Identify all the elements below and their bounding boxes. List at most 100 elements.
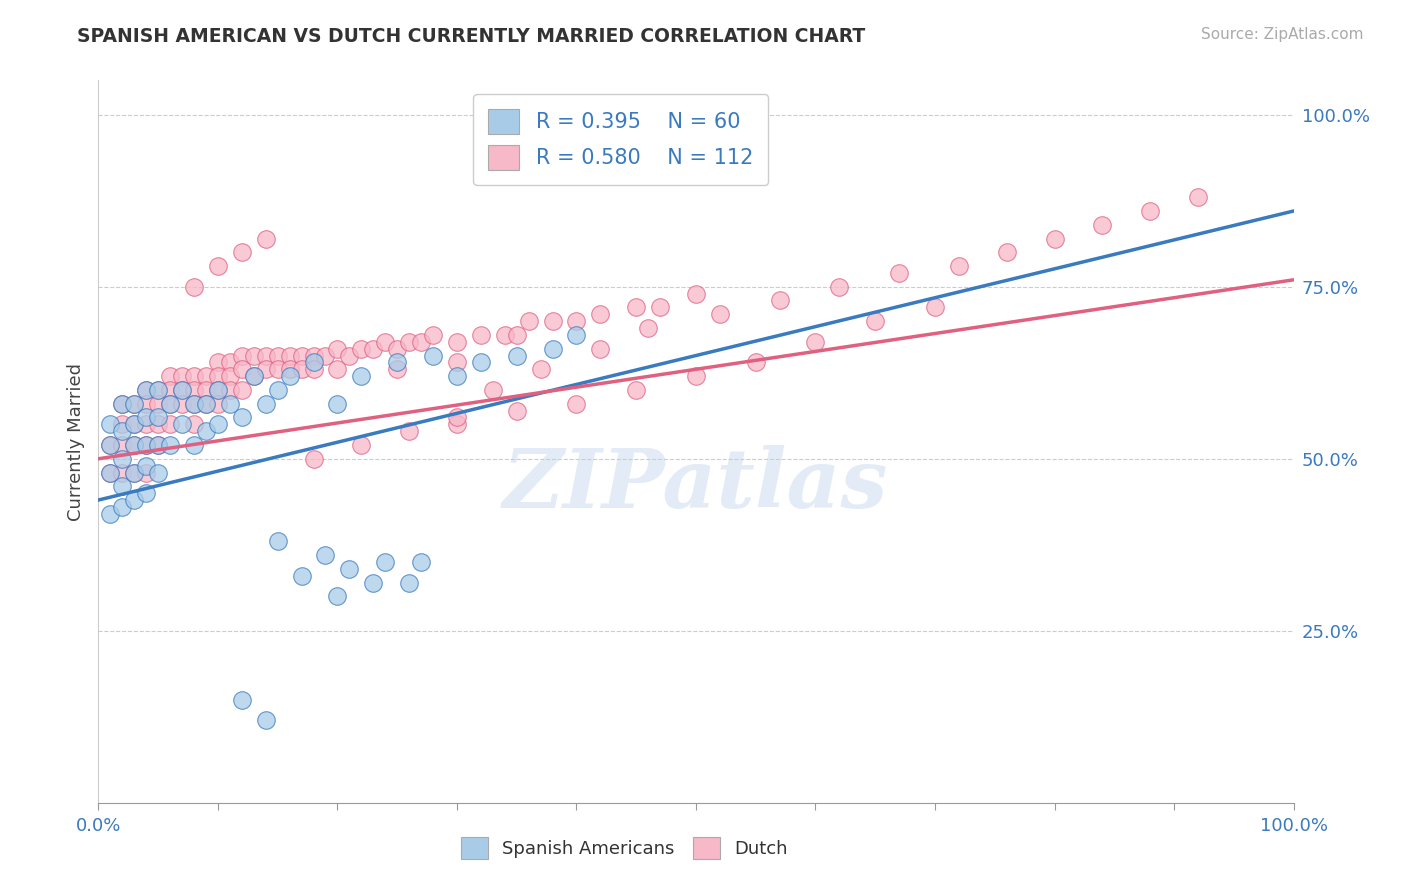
Point — [219, 355, 242, 369]
Point — [148, 410, 170, 425]
Point — [231, 692, 253, 706]
Point — [207, 259, 229, 273]
Point — [98, 507, 122, 521]
Point — [470, 327, 492, 342]
Point — [207, 383, 229, 397]
Point — [159, 397, 181, 411]
Point — [685, 286, 707, 301]
Point — [385, 342, 409, 356]
Point — [135, 458, 157, 473]
Text: Source: ZipAtlas.com: Source: ZipAtlas.com — [1201, 27, 1364, 42]
Point — [385, 362, 409, 376]
Point — [1091, 218, 1114, 232]
Point — [183, 397, 205, 411]
Point — [183, 417, 205, 432]
Point — [278, 349, 301, 363]
Point — [243, 369, 266, 384]
Point — [339, 349, 361, 363]
Point — [195, 397, 218, 411]
Point — [219, 369, 242, 384]
Point — [98, 438, 122, 452]
Point — [398, 424, 420, 438]
Point — [219, 397, 242, 411]
Point — [219, 383, 242, 397]
Point — [494, 327, 516, 342]
Point — [124, 466, 146, 480]
Point — [159, 417, 181, 432]
Point — [172, 397, 194, 411]
Point — [124, 397, 146, 411]
Point — [481, 383, 505, 397]
Point — [446, 417, 468, 432]
Point — [541, 314, 564, 328]
Point — [124, 417, 146, 432]
Point — [111, 424, 134, 438]
Point — [637, 321, 659, 335]
Text: ZIPatlas: ZIPatlas — [503, 445, 889, 524]
Point — [267, 349, 290, 363]
Point — [995, 245, 1018, 260]
Point — [315, 548, 337, 562]
Point — [124, 493, 146, 508]
Point — [626, 301, 648, 315]
Point — [98, 438, 122, 452]
Point — [148, 397, 170, 411]
Point — [709, 307, 731, 321]
Point — [195, 424, 218, 438]
Point — [124, 438, 146, 452]
Point — [768, 293, 790, 308]
Point — [148, 417, 170, 432]
Point — [648, 301, 672, 315]
Point — [565, 314, 588, 328]
Point — [111, 397, 134, 411]
Point — [231, 383, 253, 397]
Point — [326, 342, 349, 356]
Point — [745, 355, 768, 369]
Point — [530, 362, 553, 376]
Y-axis label: Currently Married: Currently Married — [66, 362, 84, 521]
Point — [506, 403, 529, 417]
Point — [98, 466, 122, 480]
Point — [278, 369, 301, 384]
Point — [411, 555, 433, 569]
Point — [339, 562, 361, 576]
Point — [1139, 204, 1161, 219]
Point — [506, 327, 529, 342]
Point — [291, 362, 314, 376]
Point — [254, 231, 277, 245]
Point — [1187, 190, 1209, 204]
Point — [374, 334, 396, 349]
Point — [183, 383, 205, 397]
Point — [363, 575, 385, 590]
Point — [135, 397, 157, 411]
Point — [267, 383, 290, 397]
Point — [183, 438, 205, 452]
Point — [398, 334, 420, 349]
Point — [135, 383, 157, 397]
Point — [422, 349, 444, 363]
Point — [111, 438, 134, 452]
Point — [135, 486, 157, 500]
Point — [195, 369, 218, 384]
Point — [267, 362, 290, 376]
Point — [302, 349, 325, 363]
Point — [398, 575, 420, 590]
Point — [1043, 231, 1066, 245]
Point — [98, 466, 122, 480]
Point — [231, 362, 253, 376]
Point — [195, 383, 218, 397]
Point — [350, 369, 373, 384]
Point — [326, 397, 349, 411]
Point — [111, 500, 134, 514]
Point — [470, 355, 492, 369]
Point — [243, 369, 266, 384]
Point — [350, 342, 373, 356]
Point — [135, 383, 157, 397]
Point — [124, 466, 146, 480]
Point — [291, 349, 314, 363]
Point — [626, 383, 648, 397]
Point — [135, 417, 157, 432]
Point — [148, 466, 170, 480]
Point — [111, 397, 134, 411]
Point — [207, 417, 229, 432]
